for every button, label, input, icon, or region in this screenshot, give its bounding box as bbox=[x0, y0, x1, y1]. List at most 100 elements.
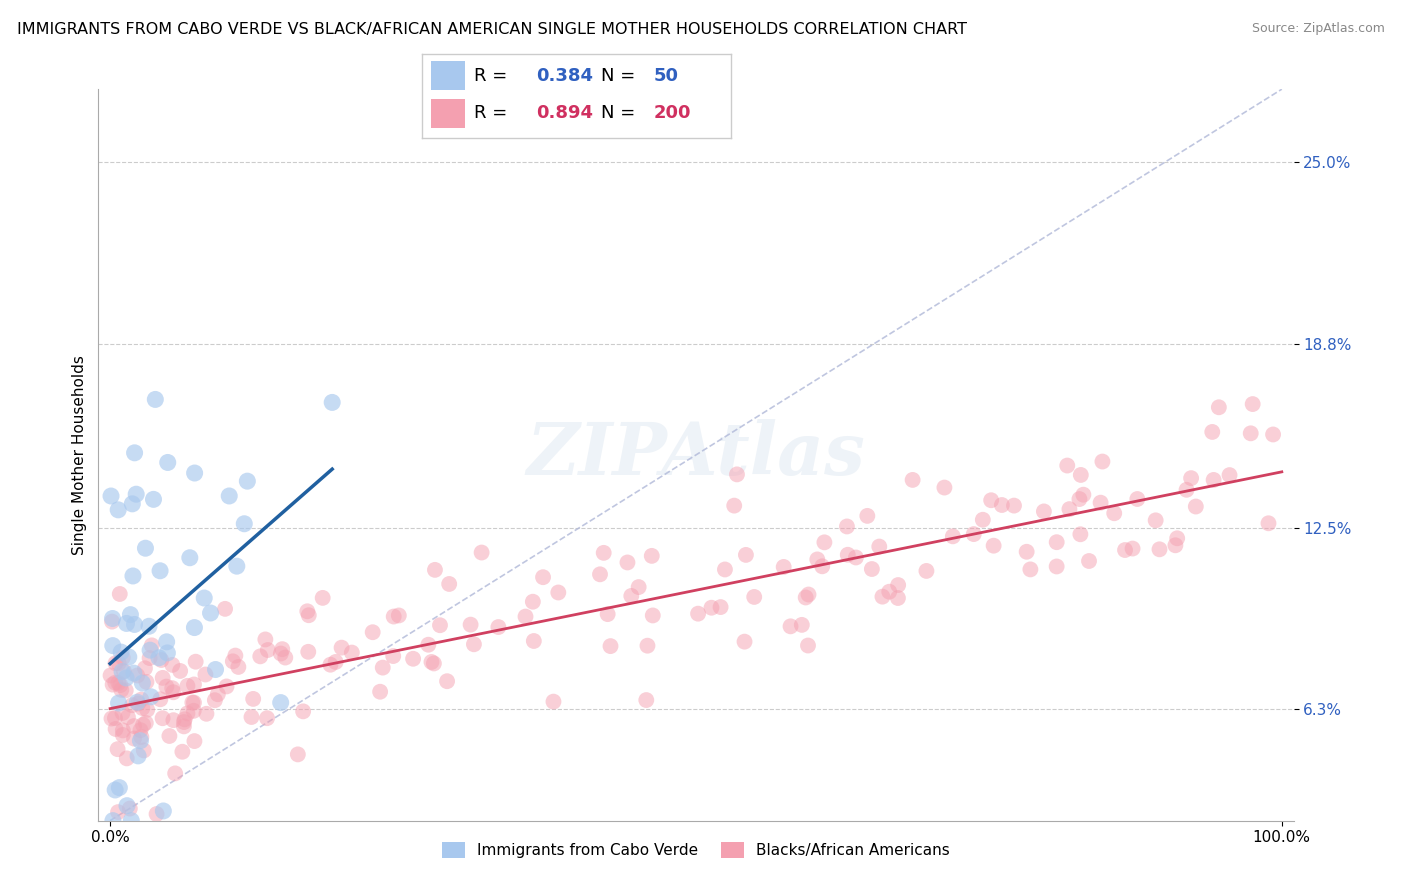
Point bbox=[214, 602, 236, 616]
Point bbox=[271, 642, 294, 657]
Point bbox=[382, 648, 405, 663]
Point bbox=[224, 648, 246, 663]
Point bbox=[437, 577, 460, 591]
Point bbox=[101, 814, 124, 828]
Point bbox=[228, 660, 250, 674]
Point bbox=[402, 652, 425, 666]
Point bbox=[112, 665, 135, 679]
Point bbox=[181, 696, 204, 710]
Point bbox=[700, 600, 723, 615]
Point bbox=[1201, 425, 1223, 439]
Point bbox=[256, 643, 278, 657]
Point bbox=[1257, 516, 1279, 531]
Point bbox=[1090, 496, 1112, 510]
Point bbox=[104, 711, 127, 725]
Point bbox=[1073, 488, 1095, 502]
Point bbox=[779, 619, 801, 633]
Point bbox=[620, 589, 643, 603]
Point bbox=[215, 680, 238, 694]
Point bbox=[111, 706, 134, 720]
Point bbox=[371, 660, 394, 674]
Point bbox=[173, 719, 195, 733]
Point bbox=[806, 552, 828, 566]
Point bbox=[183, 734, 205, 748]
Point bbox=[1002, 499, 1025, 513]
Point bbox=[107, 805, 129, 819]
Point bbox=[725, 467, 748, 482]
Text: ZIPAtlas: ZIPAtlas bbox=[527, 419, 865, 491]
Point bbox=[121, 497, 143, 511]
Point bbox=[122, 731, 145, 746]
Point bbox=[115, 616, 138, 631]
Point bbox=[122, 569, 145, 583]
Point bbox=[117, 710, 139, 724]
Point bbox=[107, 503, 129, 517]
Point bbox=[184, 655, 207, 669]
Point bbox=[460, 617, 482, 632]
Point bbox=[107, 676, 129, 690]
Point bbox=[156, 635, 179, 649]
Point bbox=[963, 527, 986, 541]
Point bbox=[1208, 401, 1230, 415]
Point bbox=[111, 665, 134, 679]
Point bbox=[1126, 491, 1149, 506]
Point bbox=[125, 487, 148, 501]
Point bbox=[122, 719, 145, 733]
Point bbox=[1202, 473, 1225, 487]
Point bbox=[1164, 538, 1187, 552]
Point bbox=[688, 607, 710, 621]
Point bbox=[856, 508, 879, 523]
Point bbox=[108, 780, 131, 795]
Point bbox=[115, 751, 138, 765]
Point bbox=[194, 667, 217, 681]
Point bbox=[200, 606, 222, 620]
Point bbox=[179, 550, 201, 565]
Point bbox=[111, 728, 134, 742]
Point bbox=[1102, 506, 1125, 520]
Point bbox=[120, 607, 142, 622]
Point bbox=[274, 650, 297, 665]
Point bbox=[616, 556, 638, 570]
Point bbox=[794, 591, 817, 605]
Point bbox=[115, 798, 138, 813]
Point bbox=[523, 634, 546, 648]
Point bbox=[811, 559, 834, 574]
Point bbox=[162, 713, 184, 727]
Point bbox=[641, 549, 664, 563]
Point bbox=[145, 807, 167, 822]
Point bbox=[972, 513, 994, 527]
Point bbox=[742, 590, 765, 604]
Point bbox=[118, 650, 141, 665]
Point bbox=[382, 609, 405, 624]
Point bbox=[515, 609, 537, 624]
Point bbox=[124, 446, 146, 460]
Point bbox=[108, 587, 131, 601]
Point bbox=[1019, 562, 1042, 576]
Point bbox=[134, 661, 156, 675]
Text: N =: N = bbox=[602, 67, 641, 85]
Point bbox=[471, 545, 494, 559]
Point bbox=[887, 578, 910, 592]
Point bbox=[429, 618, 451, 632]
Point bbox=[160, 681, 183, 695]
Point bbox=[101, 611, 124, 625]
Point bbox=[797, 587, 820, 601]
Point bbox=[270, 647, 292, 661]
Point bbox=[543, 695, 565, 709]
Point bbox=[772, 560, 794, 574]
Point bbox=[195, 706, 218, 721]
Point bbox=[1175, 483, 1198, 497]
Point bbox=[547, 585, 569, 599]
Point bbox=[121, 698, 143, 713]
Point bbox=[1015, 545, 1038, 559]
Point bbox=[138, 651, 160, 665]
Point bbox=[115, 671, 138, 685]
Point bbox=[1069, 491, 1091, 506]
Point bbox=[1180, 471, 1202, 485]
Point bbox=[233, 516, 256, 531]
Point bbox=[107, 656, 129, 670]
Point bbox=[173, 714, 195, 729]
Point bbox=[139, 690, 162, 704]
Point bbox=[131, 701, 153, 715]
Point bbox=[136, 703, 159, 717]
